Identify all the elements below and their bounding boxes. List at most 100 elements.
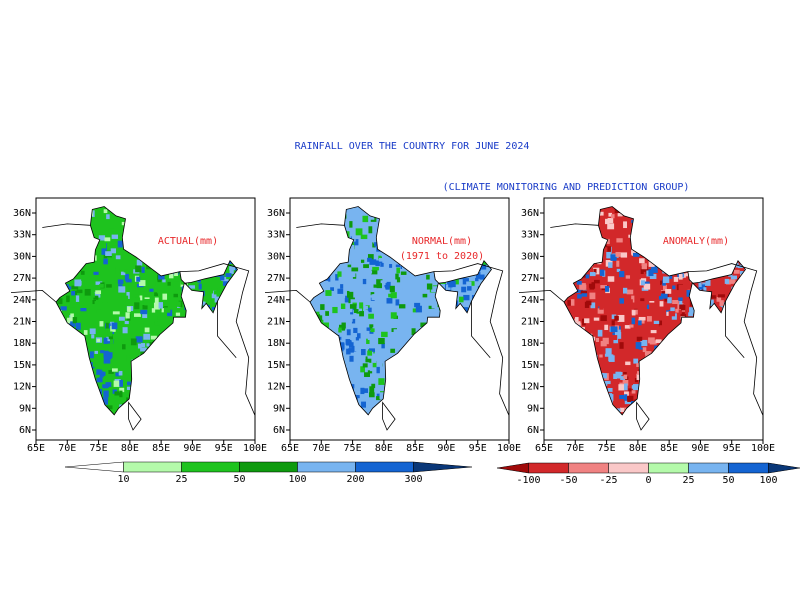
rain-cell bbox=[591, 246, 595, 251]
rain-cell bbox=[606, 348, 612, 354]
rain-cell bbox=[491, 320, 496, 324]
rain-cell bbox=[323, 298, 328, 301]
rain-cell bbox=[719, 209, 723, 215]
rain-cell bbox=[578, 207, 584, 213]
rain-cell bbox=[619, 342, 623, 349]
rain-cell bbox=[240, 409, 243, 413]
rain-cell bbox=[562, 360, 565, 363]
rain-cell bbox=[337, 251, 342, 254]
rain-cell bbox=[461, 416, 466, 420]
x-tick-label: 65E bbox=[281, 443, 299, 454]
rain-cell bbox=[193, 346, 199, 350]
rain-cell bbox=[671, 249, 674, 255]
rain-cell bbox=[726, 380, 733, 383]
rain-cell bbox=[574, 420, 579, 427]
rain-cell bbox=[86, 242, 90, 247]
rain-cell bbox=[123, 252, 128, 258]
rain-cell bbox=[435, 229, 439, 234]
rain-cell bbox=[425, 416, 430, 421]
rain-cell bbox=[571, 382, 577, 388]
rain-cell bbox=[677, 367, 682, 371]
rain-cell bbox=[461, 341, 468, 345]
rain-cell bbox=[712, 260, 717, 264]
rain-cell bbox=[317, 336, 321, 342]
rain-cell bbox=[661, 382, 666, 389]
rain-cell bbox=[395, 421, 399, 426]
rain-cell bbox=[170, 358, 175, 363]
rain-cell bbox=[396, 299, 400, 305]
rain-cell bbox=[60, 376, 64, 380]
rain-cell bbox=[240, 252, 247, 256]
rain-cell bbox=[473, 417, 477, 420]
rain-cell bbox=[318, 332, 323, 337]
rain-cell bbox=[111, 239, 118, 242]
rain-cell bbox=[224, 241, 228, 244]
rain-cell bbox=[325, 343, 328, 350]
rain-cell bbox=[706, 383, 711, 388]
rain-cell bbox=[731, 317, 735, 321]
rain-cell bbox=[425, 350, 429, 355]
rain-cell bbox=[736, 215, 742, 220]
rain-cell bbox=[391, 400, 394, 404]
rain-cell bbox=[704, 212, 708, 216]
x-tick-label: 70E bbox=[566, 443, 584, 454]
rain-cell bbox=[320, 304, 324, 310]
rain-cell bbox=[566, 404, 572, 408]
rain-cell bbox=[483, 222, 488, 225]
rain-cell bbox=[590, 412, 596, 417]
rain-cell bbox=[653, 389, 657, 392]
rain-cell bbox=[479, 240, 485, 244]
rain-cell bbox=[74, 237, 80, 242]
rain-cell bbox=[210, 403, 216, 406]
colorbar-label: 100 bbox=[759, 475, 777, 486]
rain-cell bbox=[729, 336, 733, 340]
rain-cell bbox=[748, 382, 752, 387]
rain-cell bbox=[144, 299, 150, 305]
rain-cell bbox=[59, 378, 65, 382]
rain-cell bbox=[221, 299, 226, 304]
rain-cell bbox=[421, 345, 425, 352]
rain-cell bbox=[214, 291, 219, 295]
rain-cell bbox=[325, 255, 331, 261]
rain-cell bbox=[215, 213, 221, 219]
rain-cell bbox=[685, 256, 690, 260]
rain-cell bbox=[357, 252, 363, 255]
rain-cell bbox=[662, 351, 667, 355]
rain-cell bbox=[569, 288, 574, 294]
rain-cell bbox=[612, 320, 615, 326]
rain-cell bbox=[383, 248, 389, 252]
rain-cell bbox=[576, 373, 579, 379]
rain-cell bbox=[238, 235, 242, 240]
rain-cell bbox=[313, 389, 316, 395]
rain-cell bbox=[391, 312, 397, 318]
rain-cell bbox=[155, 376, 161, 381]
rain-cell bbox=[584, 318, 589, 323]
rain-cell bbox=[590, 401, 595, 406]
rain-cell bbox=[589, 293, 595, 300]
rain-cell bbox=[133, 385, 136, 388]
rain-cell bbox=[574, 236, 579, 240]
rain-cell bbox=[237, 348, 243, 353]
rain-cell bbox=[221, 234, 228, 240]
rain-cell bbox=[80, 308, 86, 311]
rain-cell bbox=[82, 209, 86, 214]
rain-cell bbox=[577, 281, 582, 285]
rain-cell bbox=[327, 220, 333, 224]
rain-cell bbox=[362, 421, 368, 426]
rain-cell bbox=[196, 377, 201, 383]
rain-cell bbox=[178, 346, 183, 352]
rain-cell bbox=[628, 411, 633, 417]
rain-cell bbox=[698, 303, 704, 307]
rain-cell bbox=[737, 357, 744, 362]
rain-cell bbox=[636, 220, 642, 223]
rain-cell bbox=[715, 316, 718, 320]
rain-cell bbox=[75, 374, 78, 379]
rain-cell bbox=[463, 388, 468, 395]
rain-cell bbox=[691, 370, 697, 373]
rain-cell bbox=[124, 296, 128, 301]
rain-cell bbox=[436, 217, 440, 224]
rain-cell bbox=[743, 239, 746, 244]
rain-cell bbox=[405, 241, 408, 247]
rain-cell bbox=[656, 259, 660, 266]
rain-cell bbox=[227, 393, 233, 397]
